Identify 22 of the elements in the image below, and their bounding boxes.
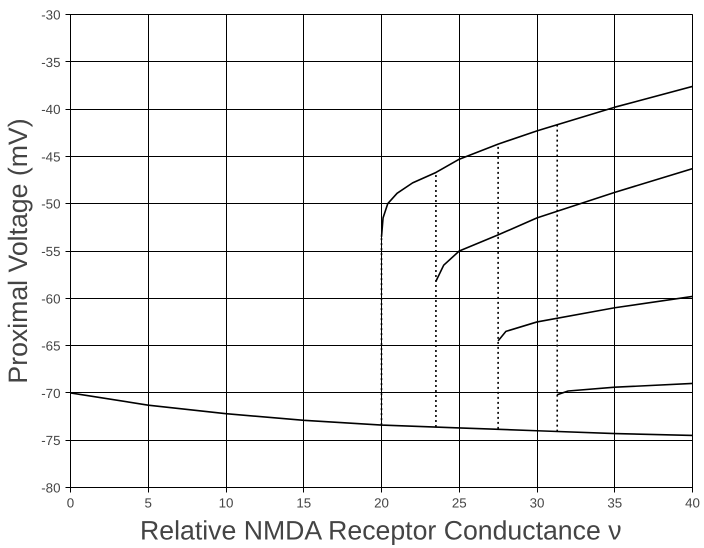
x-tick-label: 40	[685, 496, 700, 510]
y-tick-label: -75	[41, 433, 60, 448]
y-tick-label: -30	[41, 8, 60, 22]
x-tick-label: 25	[452, 496, 467, 510]
y-tick-label: -40	[41, 102, 60, 118]
y-tick-label: -45	[41, 149, 60, 164]
x-tick-label: 5	[144, 496, 152, 510]
x-tick-label: 20	[374, 496, 389, 510]
x-tick-label: 35	[607, 496, 622, 510]
y-tick-label: -35	[41, 54, 60, 70]
x-tick-label: 15	[296, 496, 312, 510]
x-axis-title: Relative NMDA Receptor Conductance ν	[140, 516, 622, 546]
x-tick-label: 0	[66, 496, 74, 510]
y-tick-label: -70	[41, 386, 60, 401]
x-tick-label: 10	[218, 496, 234, 510]
y-tick-label: -60	[41, 291, 60, 306]
y-tick-label: -55	[41, 244, 60, 259]
y-tick-label: -65	[41, 338, 60, 354]
x-tick-label: 30	[530, 496, 544, 510]
y-axis-title: Proximal Voltage (mV)	[3, 118, 34, 384]
y-tick-label: -50	[41, 196, 60, 212]
y-tick-label: -80	[41, 480, 60, 496]
